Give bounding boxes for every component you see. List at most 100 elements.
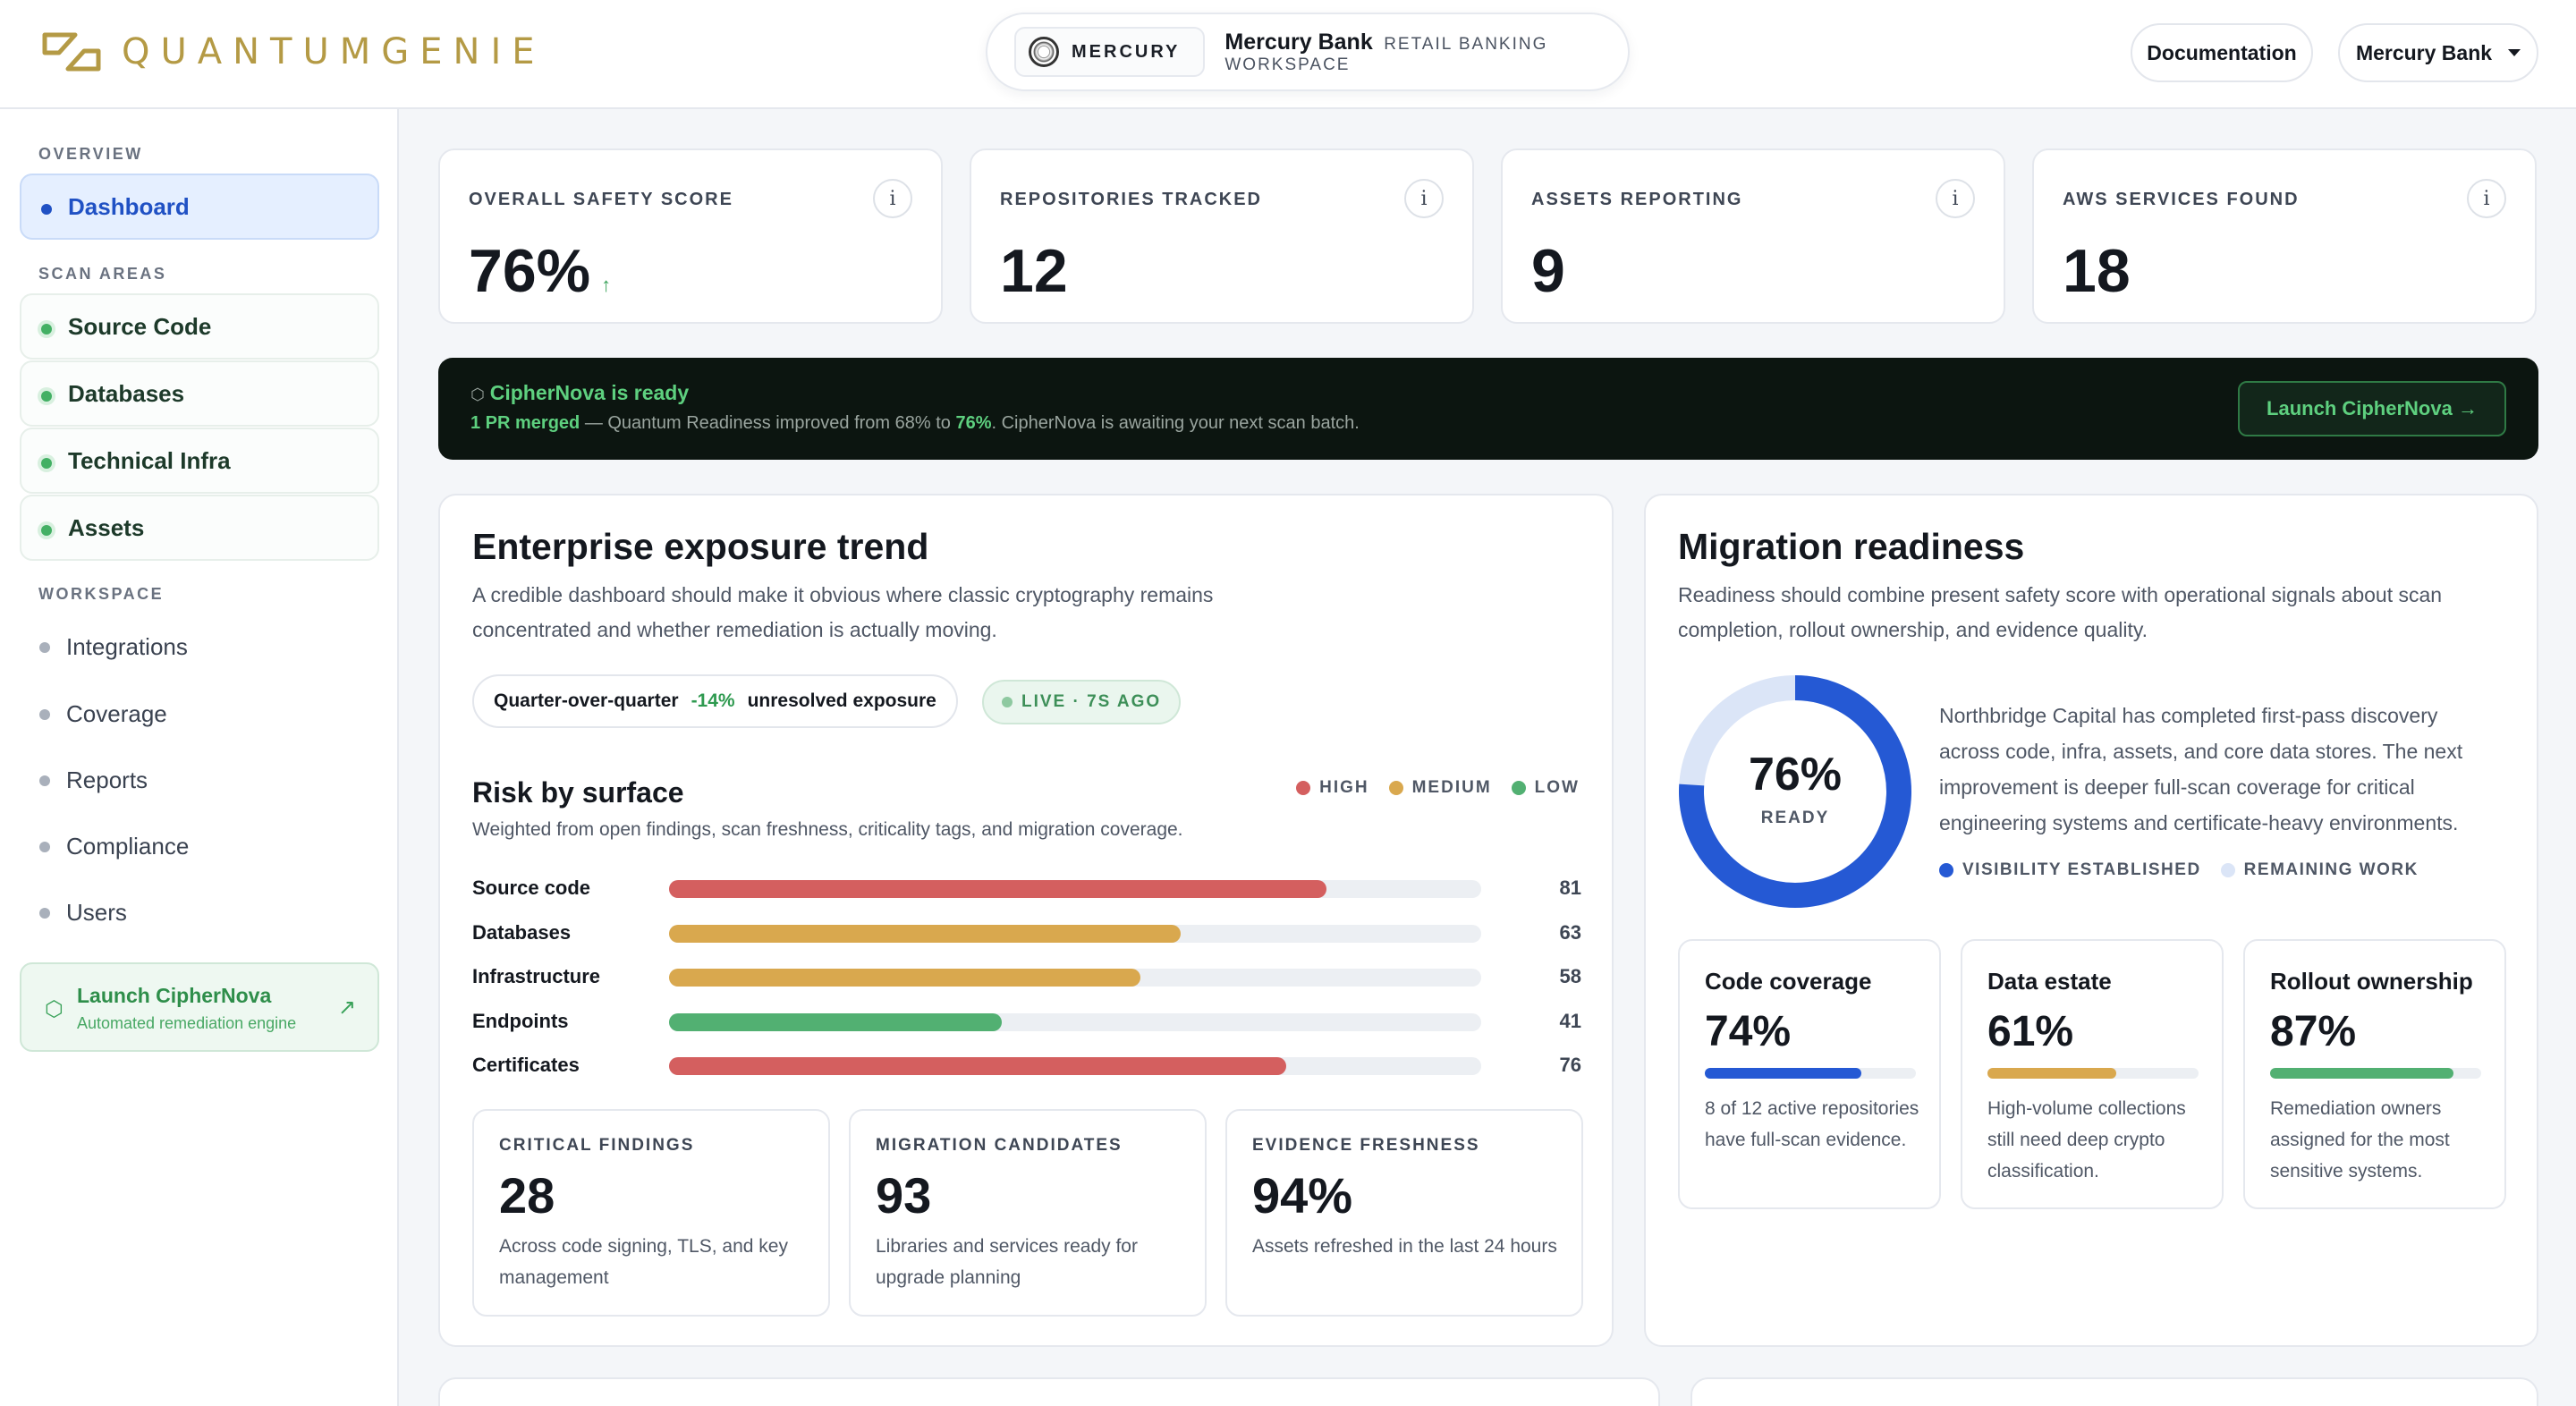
sidebar-item-assets[interactable]: Assets <box>20 495 379 561</box>
risk-bar-value: 81 <box>1559 877 1581 899</box>
launch-ciphernova-button[interactable]: Launch CipherNova → <box>2238 381 2506 436</box>
info-icon[interactable]: i <box>1936 179 1975 218</box>
kpi-progress-fill <box>1705 1068 1861 1079</box>
workspace-title: Mercury Bank RETAIL BANKING WORKSPACE <box>1224 30 1628 75</box>
workspace-subtitle: RETAIL BANKING WORKSPACE <box>1224 34 1548 74</box>
sidebar-item-label: Dashboard <box>68 192 190 220</box>
kpi-progress-track <box>1987 1068 2199 1079</box>
sidebar-item-dashboard[interactable]: Dashboard <box>20 174 379 240</box>
kpi-desc: Remediation owners assigned for the most… <box>2270 1098 2450 1182</box>
sidebar-item-reports[interactable]: Reports <box>20 747 379 813</box>
risk-bar-fill <box>669 924 1182 943</box>
risk-title: Risk by surface <box>472 776 684 809</box>
legend-swatch <box>2220 863 2235 877</box>
panel-description: A credible dashboard should make it obvi… <box>472 583 1214 641</box>
kpi-progress-fill <box>1987 1068 2116 1079</box>
risk-bar-row: Infrastructure 58 <box>472 963 1581 990</box>
risk-bar-label: Databases <box>472 920 572 944</box>
risk-bar-row: Source code 81 <box>472 875 1581 902</box>
critical-findings-card: CRITICAL FINDINGS 28 Across code signing… <box>472 1109 830 1317</box>
migration-legend: VISIBILITY ESTABLISHED REMAINING WORK <box>1939 860 2419 880</box>
sidebar-item-label: Integrations <box>66 632 188 660</box>
kpi-code-coverage: Code coverage 74% 8 of 12 active reposit… <box>1678 939 1941 1209</box>
kpi-rollout-ownership: Rollout ownership 87% Remediation owners… <box>2243 939 2506 1209</box>
bullet-icon <box>39 775 50 786</box>
next-panel-right <box>1690 1377 2538 1406</box>
mini-desc: Assets refreshed in the last 24 hours <box>1252 1236 1557 1257</box>
legend-remaining: REMAINING WORK <box>2220 860 2419 880</box>
legend-swatch <box>1511 781 1526 795</box>
documentation-button[interactable]: Documentation <box>2131 23 2313 82</box>
sidebar-item-label: Assets <box>68 513 145 541</box>
legend-medium: MEDIUM <box>1388 778 1492 798</box>
donut-visibility <box>1679 675 1911 908</box>
active-dot-icon <box>41 204 52 215</box>
risk-bar-track <box>669 924 1481 943</box>
banner-title: ⬡ CipherNova is ready <box>470 381 690 404</box>
kpi-desc: High-volume collections still need deep … <box>1987 1098 2186 1182</box>
legend-high: HIGH <box>1296 778 1369 798</box>
hexagon-icon: ⬡ <box>470 385 485 403</box>
live-status-badge: LIVE · 7S AGO <box>982 680 1182 724</box>
sidebar-item-coverage[interactable]: Coverage <box>20 681 379 747</box>
stat-label: OVERALL SAFETY SCORE <box>469 190 733 209</box>
status-dot-icon <box>41 525 52 536</box>
migration-readiness-panel: Migration readiness Readiness should com… <box>1644 494 2538 1347</box>
info-icon[interactable]: i <box>2467 179 2506 218</box>
sidebar-item-label: Technical Infra <box>68 446 231 474</box>
mini-value: 93 <box>876 1167 932 1224</box>
stat-card-safety-score: OVERALL SAFETY SCORE i 76% ↑ <box>438 148 943 324</box>
kpi-progress-track <box>1705 1068 1916 1079</box>
risk-bar-fill <box>669 1012 1003 1031</box>
stat-value: 9 <box>1531 237 1565 305</box>
risk-bar-label: Source code <box>472 877 591 899</box>
info-icon[interactable]: i <box>873 179 912 218</box>
mini-label: EVIDENCE FRESHNESS <box>1252 1136 1480 1155</box>
org-selector[interactable]: Mercury Bank <box>2338 23 2538 82</box>
sidebar-item-source-code[interactable]: Source Code <box>20 293 379 360</box>
risk-bar-label: Infrastructure <box>472 965 601 987</box>
workspace-switcher[interactable]: MERCURY Mercury Bank RETAIL BANKING WORK… <box>986 13 1630 91</box>
stat-card-repositories: REPOSITORIES TRACKED i 12 <box>970 148 1474 324</box>
kpi-progress-fill <box>2270 1068 2454 1079</box>
risk-bar-row: Databases 63 <box>472 919 1581 946</box>
migration-summary: Northbridge Capital has completed first-… <box>1939 704 2463 834</box>
launch-title: Launch CipherNova <box>77 984 272 1007</box>
sidebar-item-technical-infra[interactable]: Technical Infra <box>20 428 379 494</box>
info-icon[interactable]: i <box>1404 179 1444 218</box>
mini-value: 94% <box>1252 1167 1353 1224</box>
risk-bar-label: Endpoints <box>472 1009 569 1032</box>
sidebar-item-users[interactable]: Users <box>20 879 379 945</box>
exposure-trend-panel: Enterprise exposure trend A credible das… <box>438 494 1614 1347</box>
risk-bar-label: Certificates <box>472 1054 580 1076</box>
risk-bar-value: 58 <box>1559 965 1581 987</box>
external-arrow-icon: ↗ <box>337 995 356 1020</box>
logo[interactable]: QUANTUMGENIE <box>39 27 546 77</box>
stat-label: ASSETS REPORTING <box>1531 190 1743 209</box>
sidebar-item-compliance[interactable]: Compliance <box>20 813 379 879</box>
sidebar-item-integrations[interactable]: Integrations <box>20 614 379 680</box>
banner-message: 1 PR merged — Quantum Readiness improved… <box>470 413 1360 433</box>
risk-bar-track <box>669 969 1481 987</box>
sidebar-item-label: Compliance <box>66 832 190 860</box>
status-dot-icon <box>41 458 52 469</box>
next-panel-left <box>438 1377 1660 1406</box>
stat-card-aws-services: AWS SERVICES FOUND i 18 <box>2032 148 2537 324</box>
kpi-value: 61% <box>1987 1008 2074 1055</box>
workspace-name: Mercury Bank <box>1224 29 1373 55</box>
sidebar: OVERVIEW Dashboard SCAN AREAS Source Cod… <box>0 109 399 1406</box>
status-dot-icon <box>41 324 52 335</box>
section-label-workspace: WORKSPACE <box>38 585 165 603</box>
risk-legend: HIGH MEDIUM LOW <box>1296 778 1580 798</box>
workspace-logo-chip: MERCURY <box>1014 27 1206 77</box>
stat-value: 76% ↑ <box>469 237 612 305</box>
sidebar-item-databases[interactable]: Databases <box>20 360 379 427</box>
section-label-scan-areas: SCAN AREAS <box>38 265 167 283</box>
launch-ciphernova-sidebar-button[interactable]: ⬡ Launch CipherNova Automated remediatio… <box>20 962 379 1052</box>
stat-label: REPOSITORIES TRACKED <box>1000 190 1262 209</box>
status-dot-icon <box>41 391 52 402</box>
stat-card-assets: ASSETS REPORTING i 9 <box>1501 148 2005 324</box>
kpi-title: Data estate <box>1987 968 2112 995</box>
panel-description: Readiness should combine present safety … <box>1678 583 2443 641</box>
org-selector-label: Mercury Bank <box>2355 40 2493 64</box>
